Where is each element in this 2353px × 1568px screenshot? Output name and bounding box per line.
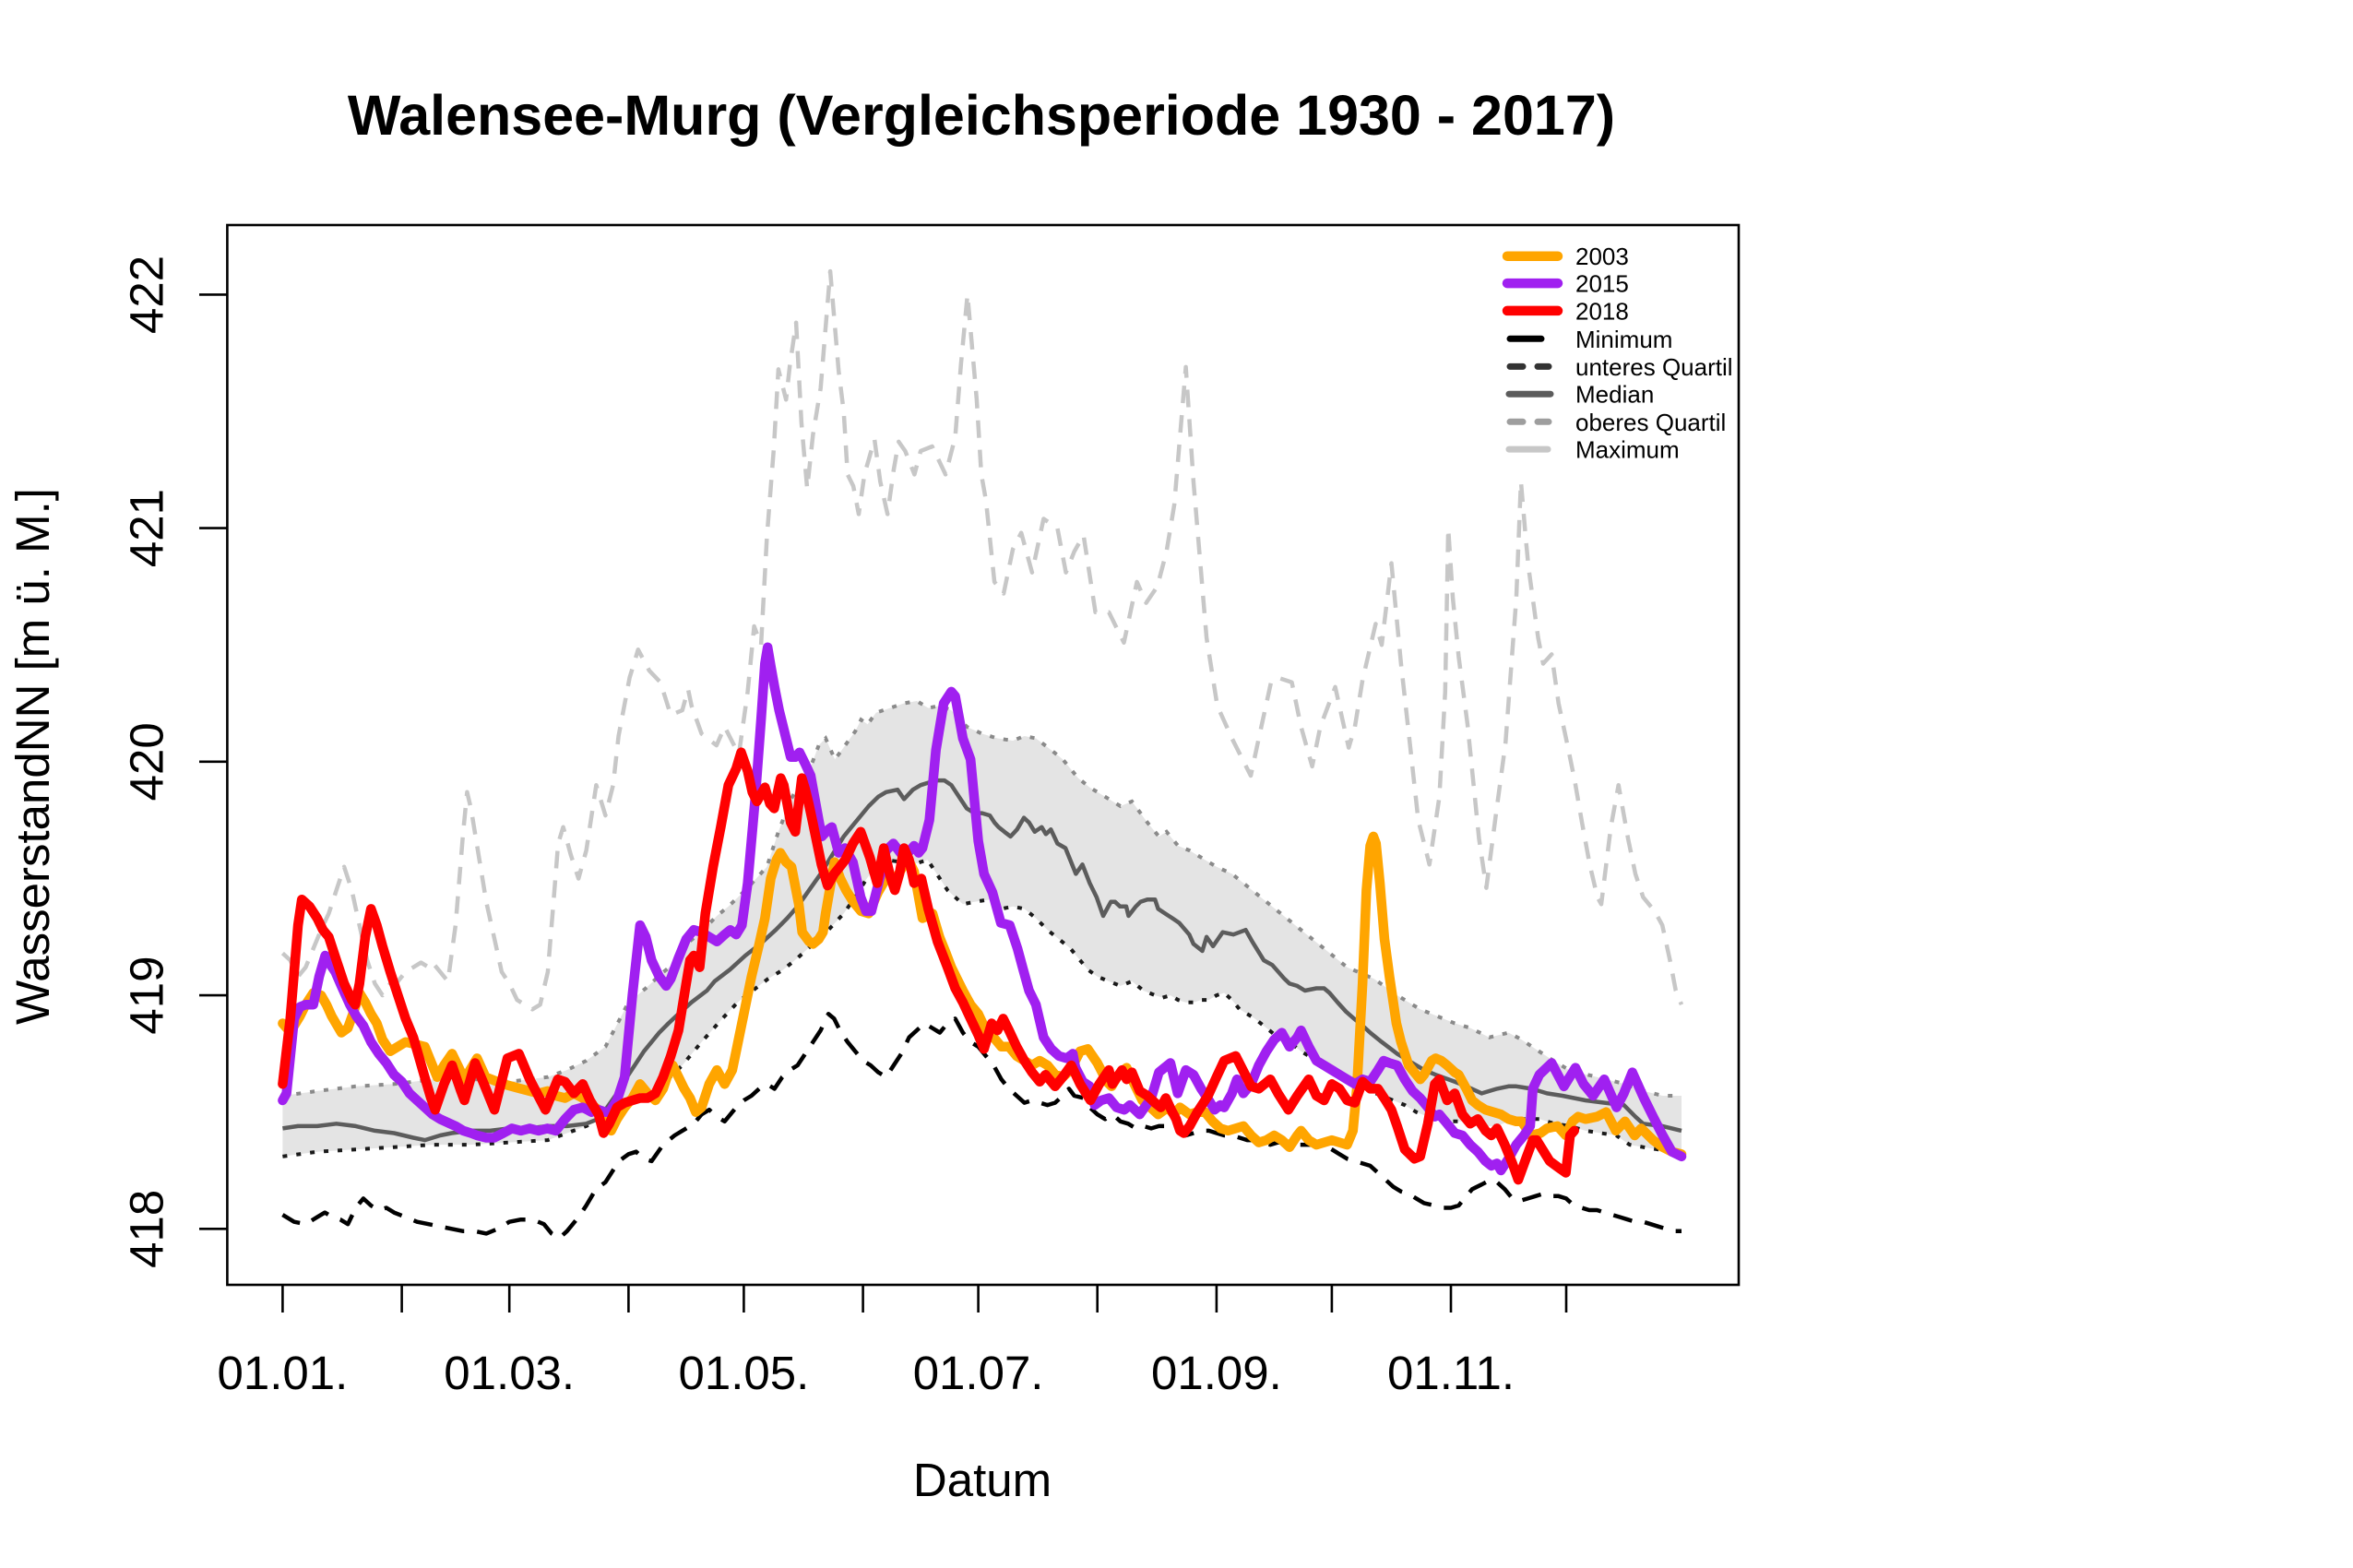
svg-text:01.03.: 01.03.	[444, 1347, 575, 1399]
svg-text:Median: Median	[1575, 381, 1654, 409]
svg-text:01.01.: 01.01.	[218, 1347, 349, 1399]
svg-text:01.07.: 01.07.	[913, 1347, 1044, 1399]
svg-text:418: 418	[121, 1190, 173, 1268]
svg-text:WasserstandNN [m ü. M.]: WasserstandNN [m ü. M.]	[6, 488, 59, 1025]
svg-text:Maximum: Maximum	[1575, 436, 1680, 464]
svg-text:422: 422	[121, 255, 173, 334]
svg-text:420: 420	[121, 722, 173, 801]
svg-text:oberes Quartil: oberes Quartil	[1575, 409, 1726, 436]
svg-text:419: 419	[121, 956, 173, 1035]
svg-text:unteres Quartil: unteres Quartil	[1575, 353, 1733, 381]
svg-text:2018: 2018	[1575, 297, 1629, 325]
svg-text:01.11.: 01.11.	[1387, 1347, 1515, 1399]
svg-text:Minimum: Minimum	[1575, 326, 1672, 353]
svg-text:2003: 2003	[1575, 243, 1629, 270]
svg-text:421: 421	[121, 489, 173, 567]
svg-text:01.05.: 01.05.	[679, 1347, 810, 1399]
svg-text:2015: 2015	[1575, 270, 1629, 298]
svg-text:Walensee-Murg (Vergleichsperio: Walensee-Murg (Vergleichsperiode 1930 - …	[348, 84, 1615, 147]
svg-text:01.09.: 01.09.	[1151, 1347, 1282, 1399]
svg-text:Datum: Datum	[913, 1454, 1052, 1506]
